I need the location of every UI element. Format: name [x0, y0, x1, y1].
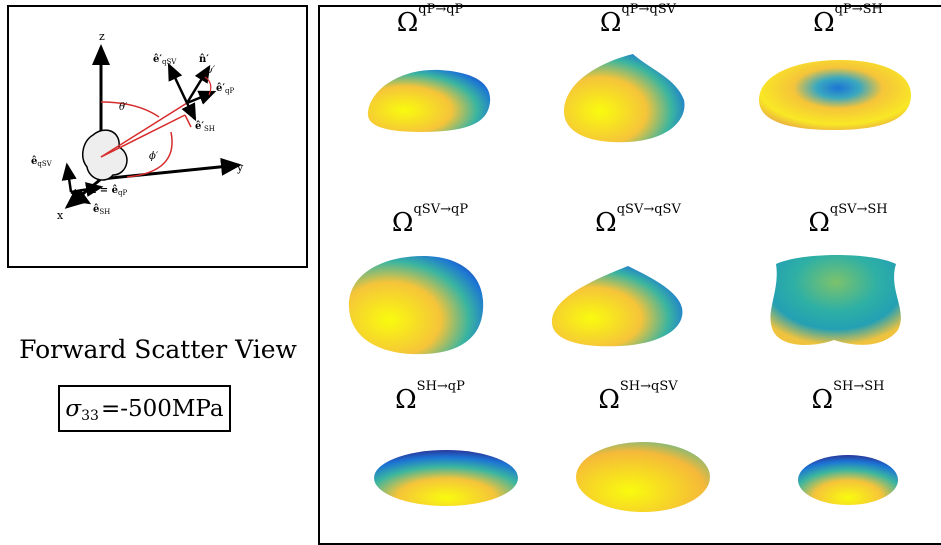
- x-label: x: [57, 209, 64, 222]
- e-sh-prime-label: ê′SH: [195, 121, 215, 133]
- plot-title-qp-sh: ΩqP→SH: [813, 2, 883, 38]
- projection-line: [184, 114, 192, 128]
- n-equals-e-qp-label: n̂ = êqP: [89, 185, 127, 197]
- phi-label: ϕ′: [149, 151, 159, 162]
- surface-sh-qsv: [576, 442, 710, 512]
- plot-title-qp-qp: ΩqP→qP: [396, 2, 464, 38]
- scattering-geometry-diagram: z y x θ′ ϕ′ ψ′ ê′qSV n̂′ ê′qP ê′SH êqSV …: [31, 30, 244, 222]
- plot-title-qsv-qp: ΩqSV→qP: [391, 202, 469, 238]
- geometry-diagram-panel: z y x θ′ ϕ′ ψ′ ê′qSV n̂′ ê′qP ê′SH êqSV …: [7, 5, 308, 268]
- plot-title-sh-qp: ΩSH→qP: [395, 379, 465, 415]
- scatter-line-1: [100, 102, 188, 158]
- stress-value: =-500MPa: [100, 395, 224, 422]
- z-label: z: [99, 30, 105, 43]
- plot-title-qp-qsv: ΩqP→qSV: [599, 2, 677, 38]
- surface-qp-qsv: [563, 54, 685, 143]
- psi-arc: [204, 76, 212, 96]
- e-qsv-prime-label: ê′qSV: [153, 54, 177, 66]
- surface-qsv-qsv: [551, 266, 683, 347]
- surface-qsv-sh: [770, 255, 901, 345]
- psi-label: ψ′: [205, 65, 216, 76]
- view-label: Forward Scatter View: [19, 335, 297, 364]
- plot-title-qsv-sh: ΩqSV→SH: [808, 202, 888, 238]
- e-qsv-prime-vector: [167, 62, 189, 104]
- plot-title-sh-sh: ΩSH→SH: [811, 379, 885, 415]
- theta-label: θ′: [119, 102, 128, 113]
- stress-label-box: σ 33 =-500MPa: [58, 385, 231, 432]
- surface-sh-qp: [374, 450, 518, 506]
- e-sh-label: êSH: [93, 204, 110, 216]
- phi-arc: [126, 131, 173, 178]
- surface-qsv-qp: [348, 256, 484, 355]
- n-prime-label: n̂′: [199, 54, 209, 65]
- y-label: y: [236, 161, 244, 174]
- scatter-line-2: [100, 114, 186, 158]
- e-qp-prime-label: ê′qP: [216, 83, 234, 95]
- e-sh-vector: [70, 188, 92, 205]
- surface-qp-qp: [367, 69, 491, 132]
- y-axis: [100, 157, 242, 181]
- e-qsv-vector: [61, 162, 77, 193]
- stress-symbol: σ: [65, 395, 82, 422]
- surface-sh-sh: [798, 455, 898, 505]
- plot-title-qsv-qsv: ΩqSV→qSV: [595, 202, 681, 238]
- surface-qp-sh: [759, 60, 911, 130]
- theta-arc: [100, 101, 160, 118]
- stress-subscript: 33: [81, 407, 99, 424]
- n-prime-vector: [185, 64, 211, 104]
- plot-title-sh-qsv: ΩSH→qSV: [598, 379, 678, 415]
- e-qsv-label: êqSV: [31, 156, 53, 168]
- e-sh-prime-vector: [181, 102, 197, 122]
